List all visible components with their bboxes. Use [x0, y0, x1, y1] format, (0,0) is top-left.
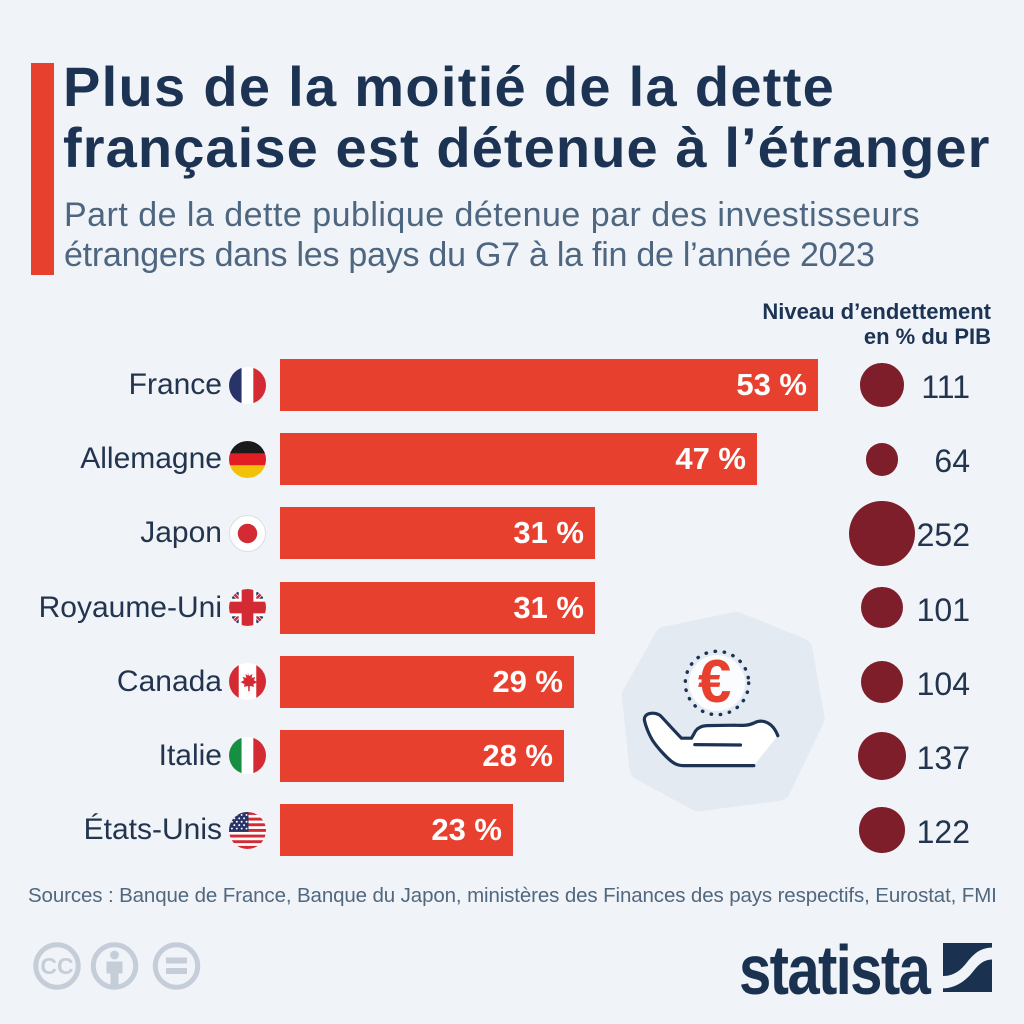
svg-text:CC: CC [40, 953, 73, 979]
svg-text:€: € [698, 648, 731, 715]
